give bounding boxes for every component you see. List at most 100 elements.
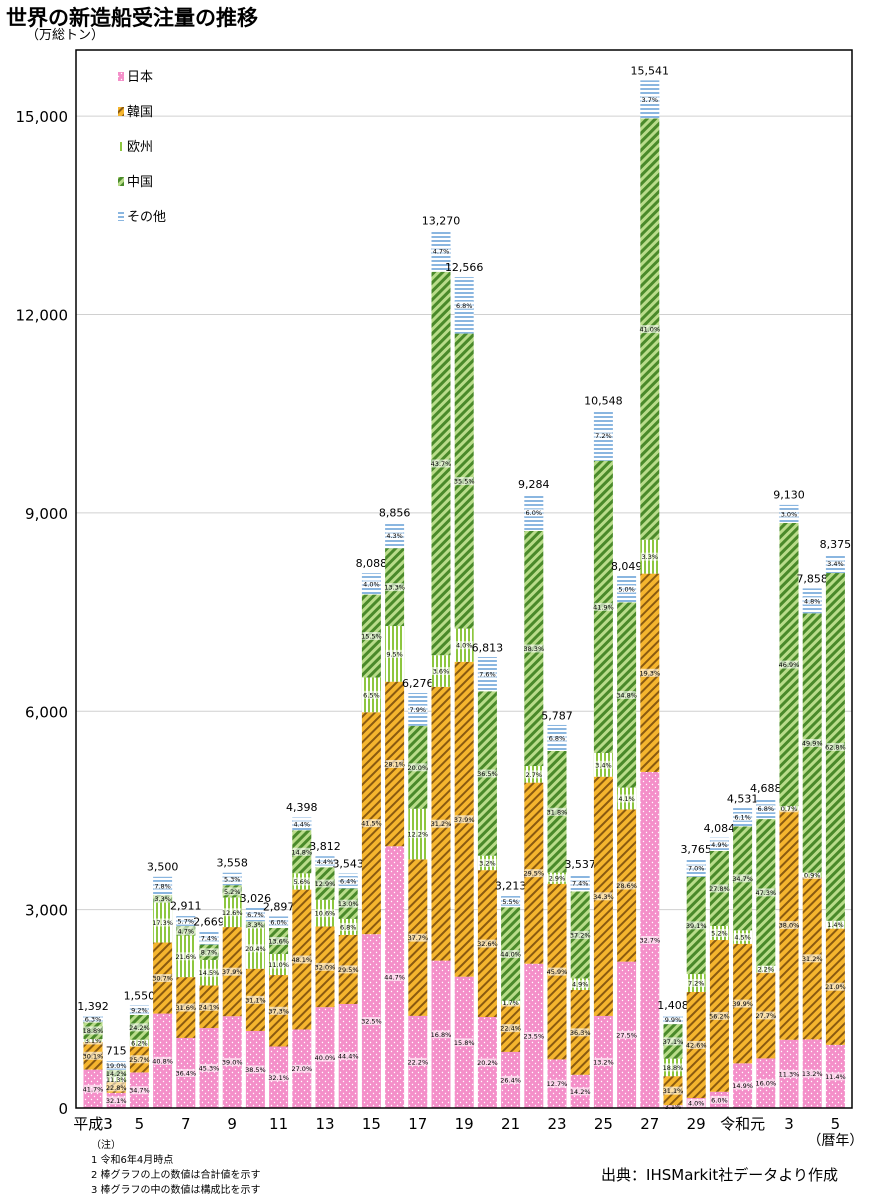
pct-label: 45.3%	[199, 1065, 220, 1073]
pct-label: 32.5%	[361, 1018, 382, 1026]
pct-label: 6.7%	[247, 911, 264, 919]
pct-label: 24.1%	[199, 1003, 220, 1011]
pct-label-bg	[339, 1051, 358, 1060]
pct-label: 19.3%	[639, 669, 660, 677]
pct-label: 40.0%	[315, 1054, 336, 1062]
bar-stack: 44.4% 29.5% 6.8% 13.0% 6.4% 3,543	[332, 858, 364, 1108]
pct-label-bg	[524, 508, 543, 517]
x-tick-label: 7	[181, 1115, 191, 1133]
pct-label-bg	[733, 933, 752, 942]
total-label: 13,270	[422, 215, 461, 228]
pct-label-bg	[107, 1061, 126, 1070]
pct-label-bg	[733, 999, 752, 1008]
pct-label-bg	[780, 660, 798, 669]
pct-label: 47.3%	[755, 889, 776, 897]
pct-label-bg	[223, 874, 242, 883]
bar-stack: 3.1% 31.1% 18.8% 37.1% 9.9% 1,408	[657, 999, 689, 1111]
pct-label-bg	[385, 973, 404, 982]
bar-stack: 14.2% 36.3% 4.9% 37.2% 7.4% 3,537	[564, 858, 596, 1108]
pct-label-bg	[826, 559, 845, 568]
pct-label-bg	[803, 1069, 822, 1078]
note-line-3: 3 棒グラフの中の数値は構成比を示す	[91, 1185, 261, 1196]
pct-label: 5.0%	[618, 586, 635, 594]
pct-label: 37.2%	[570, 931, 591, 939]
pct-label-bg	[130, 1006, 149, 1015]
pct-label-bg	[501, 998, 520, 1007]
x-tick-label: 13	[315, 1115, 334, 1133]
bar-stack: 38.5% 31.1% 20.4% 3.3% 6.7% 3,026	[240, 892, 271, 1108]
y-axis-ticks: 0 3,000 6,000 9,000 12,000 15,000	[16, 108, 69, 1118]
pct-label-bg	[524, 644, 543, 653]
pct-label: 6.8%	[340, 923, 357, 931]
x-axis-ticks: 平成3 5 7 9 11 13 15 17 19 21 23 25 27 29 令和元 3 5（暦年）	[73, 1115, 863, 1149]
pct-label: 32.7%	[639, 936, 660, 944]
legend-label: 中国	[127, 175, 153, 190]
legend-label: 韓国	[127, 105, 153, 120]
pct-label: 20.4%	[245, 945, 266, 953]
pct-label-bg	[640, 552, 659, 561]
bar-stack: 27.5% 28.6% 4.1% 34.8% 5.0% 8,049	[611, 560, 642, 1108]
pct-label: 9.2%	[131, 1007, 148, 1015]
bar-stack: 4.0% 42.6% 7.2% 39.1% 7.0% 3,765	[680, 843, 712, 1108]
pct-label-bg	[153, 894, 172, 903]
pct-label-bg	[362, 579, 381, 588]
pct-label: 4.7%	[178, 928, 195, 936]
pct-label: 7.6%	[479, 671, 496, 679]
pct-label: 24.2%	[129, 1024, 150, 1032]
pct-label-bg	[733, 813, 752, 822]
pct-label-bg	[548, 733, 566, 742]
pct-label-bg	[153, 1056, 172, 1065]
note-line-1: 1 令和6年4月時点	[91, 1155, 174, 1166]
chart-title: 世界の新造船受注量の推移	[6, 6, 258, 30]
pct-label-bg	[153, 918, 172, 927]
pct-label-bg	[501, 897, 520, 906]
pct-label: 13.3%	[384, 584, 405, 592]
y-tick-label: 6,000	[25, 703, 68, 721]
pct-label: 31.2%	[802, 955, 823, 963]
pct-label-bg	[362, 819, 381, 828]
pct-label: 4.7%	[433, 248, 450, 256]
pct-label-bg	[292, 819, 311, 828]
pct-label: 34.7%	[732, 875, 753, 883]
pct-label: 44.0%	[500, 950, 521, 958]
pct-label-bg	[524, 770, 543, 779]
pct-label: 27.7%	[755, 1012, 776, 1020]
pct-label-bg	[176, 952, 195, 961]
pct-label-bg	[594, 892, 613, 901]
pct-label: 41.9%	[593, 603, 614, 611]
pct-label: 11.0%	[268, 961, 289, 969]
pct-label-bg	[269, 936, 288, 945]
pct-label: 25.7%	[129, 1056, 150, 1064]
pct-label: 37.1%	[663, 1038, 684, 1046]
x-tick-label: 11	[269, 1115, 288, 1133]
pct-label-bg	[362, 690, 381, 699]
pct-label-bg	[246, 944, 265, 953]
pct-label: 7.9%	[410, 706, 427, 714]
pct-label: 7.8%	[154, 882, 171, 890]
pct-label: 3.3%	[154, 895, 171, 903]
pct-label: 38.5%	[245, 1066, 266, 1074]
pct-label-bg	[524, 869, 543, 878]
pct-label-bg	[362, 1017, 381, 1026]
pct-label: 3.3%	[642, 553, 659, 561]
pct-label-bg	[200, 1064, 218, 1073]
x-tick-label: 21	[501, 1115, 520, 1133]
pct-label: 39.9%	[732, 1000, 753, 1008]
x-tick-label: 23	[547, 1115, 566, 1133]
pct-label: 35.5%	[454, 478, 475, 486]
pct-label-bg	[617, 1030, 636, 1039]
pct-label-bg	[780, 509, 798, 518]
pct-label: 31.8%	[547, 808, 568, 816]
pct-label: 4.3%	[386, 532, 403, 540]
pct-label: 11.4%	[825, 1073, 846, 1081]
pct-label-bg	[84, 1051, 102, 1060]
pct-label: 26.4%	[500, 1076, 521, 1084]
pct-label-bg	[756, 888, 775, 897]
pct-label: 4.9%	[572, 981, 589, 989]
pct-label-bg	[571, 1087, 590, 1096]
pct-label-bg	[733, 874, 752, 883]
pct-label-bg	[687, 864, 706, 873]
pct-label: 17.3%	[152, 919, 173, 927]
pct-label: 23.5%	[523, 1032, 544, 1040]
